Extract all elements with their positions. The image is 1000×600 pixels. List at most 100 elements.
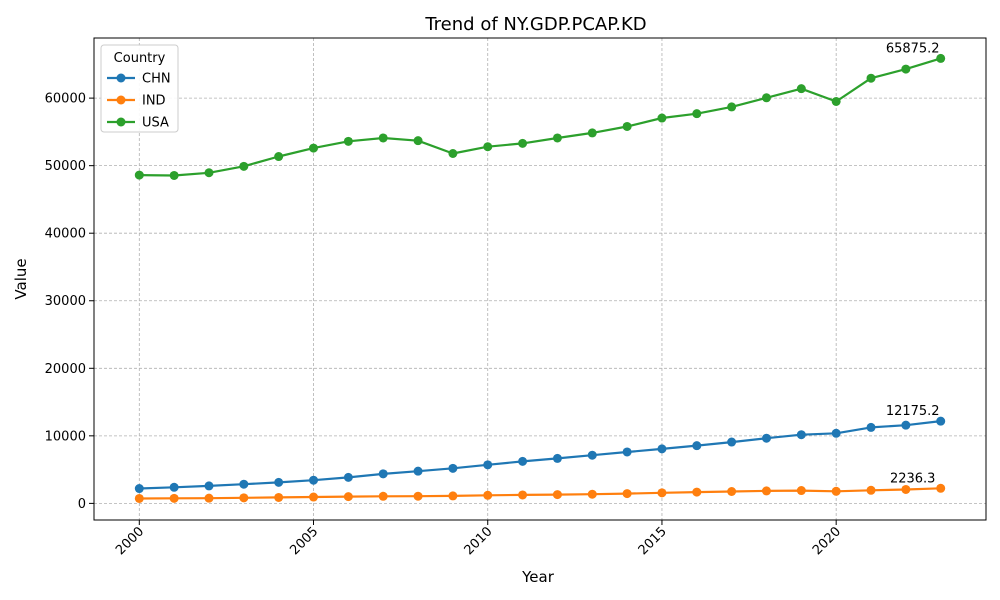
legend: Country CHN IND USA [100,44,179,133]
data-point-ind [413,491,423,501]
data-point-chn [552,453,562,463]
data-point-ind [343,492,353,502]
data-point-chn [518,456,528,466]
y-tick-label: 0 [78,497,86,512]
data-point-usa [448,149,458,159]
series-usa [134,53,946,180]
legend-entry-usa: USA [107,116,169,131]
series-layer [134,53,946,503]
data-point-chn [866,422,876,432]
y-tick-label: 30000 [45,294,86,309]
data-point-ind [866,485,876,495]
data-point-ind [169,493,179,503]
data-point-usa [552,133,562,143]
data-point-usa [936,53,946,63]
data-point-ind [761,486,771,496]
data-point-chn [134,484,144,494]
legend-entry-chn: CHN [107,72,171,87]
data-point-usa [169,170,179,180]
data-label: 12175.2 [886,404,940,419]
data-point-usa [587,128,597,138]
data-point-ind [378,491,388,501]
data-point-usa [657,113,667,123]
annotations: 65875.2 12175.2 2236.3 [886,41,940,486]
y-axis: 0 10000 20000 30000 40000 50000 60000 [45,92,94,512]
data-point-chn [483,460,493,470]
data-point-usa [727,102,737,112]
y-axis-label: Value [12,258,30,299]
y-tick-label: 60000 [45,92,86,107]
data-point-ind [901,484,911,494]
data-point-usa [413,136,423,146]
legend-label: USA [142,116,169,131]
data-point-ind [831,486,841,496]
data-point-chn [657,444,667,454]
data-point-usa [239,161,249,171]
data-point-usa [866,73,876,83]
data-point-chn [309,475,319,485]
data-point-usa [901,64,911,74]
data-point-chn [831,428,841,438]
data-label: 2236.3 [890,471,936,486]
data-point-chn [274,477,284,487]
data-point-chn [692,441,702,451]
series-line-usa [139,57,942,177]
legend-swatch-marker [116,95,126,105]
series-line-chn [139,420,941,490]
legend-title: Country [114,51,166,66]
data-point-chn [587,450,597,460]
data-point-ind [518,490,528,500]
data-point-chn [239,479,249,489]
data-point-ind [587,489,597,499]
data-point-ind [239,493,249,503]
legend-box [100,44,179,133]
data-point-usa [622,121,632,131]
data-point-ind [552,490,562,500]
data-point-chn [761,433,771,443]
data-point-usa [483,142,493,152]
data-point-usa [274,152,284,162]
data-point-usa [204,168,214,178]
data-point-chn [413,466,423,476]
data-point-usa [343,136,353,146]
data-point-usa [692,109,702,119]
data-point-usa [831,96,841,106]
data-point-ind [657,488,667,498]
data-point-usa [761,93,771,103]
data-point-chn [378,469,388,479]
legend-swatch-marker [116,73,126,83]
y-tick-label: 10000 [45,429,86,444]
data-point-chn [622,447,632,457]
data-point-ind [692,487,702,497]
legend-label: IND [142,94,166,109]
chart-title: Trend of NY.GDP.PCAP.KD [424,14,646,35]
y-tick-label: 50000 [45,159,86,174]
data-point-chn [727,437,737,447]
data-point-usa [518,138,528,148]
data-point-ind [796,486,806,496]
data-point-ind [622,489,632,499]
data-point-chn [901,420,911,430]
gridlines [94,38,986,520]
series-chn [134,416,946,494]
legend-label: CHN [142,72,171,87]
data-point-usa [378,133,388,143]
data-point-ind [936,483,946,493]
series-ind [134,483,946,503]
data-point-chn [204,481,214,491]
data-point-ind [727,486,737,496]
series-line-ind [139,487,941,500]
data-point-ind [134,493,144,503]
data-point-ind [483,490,493,500]
data-point-ind [448,491,458,501]
data-point-usa [796,84,806,94]
data-point-usa [309,143,319,153]
y-tick-label: 20000 [45,362,86,377]
data-point-chn [796,430,806,440]
legend-swatch-marker [116,117,126,127]
plot-frame [93,37,987,521]
data-point-chn [936,416,946,426]
data-point-ind [204,493,214,503]
